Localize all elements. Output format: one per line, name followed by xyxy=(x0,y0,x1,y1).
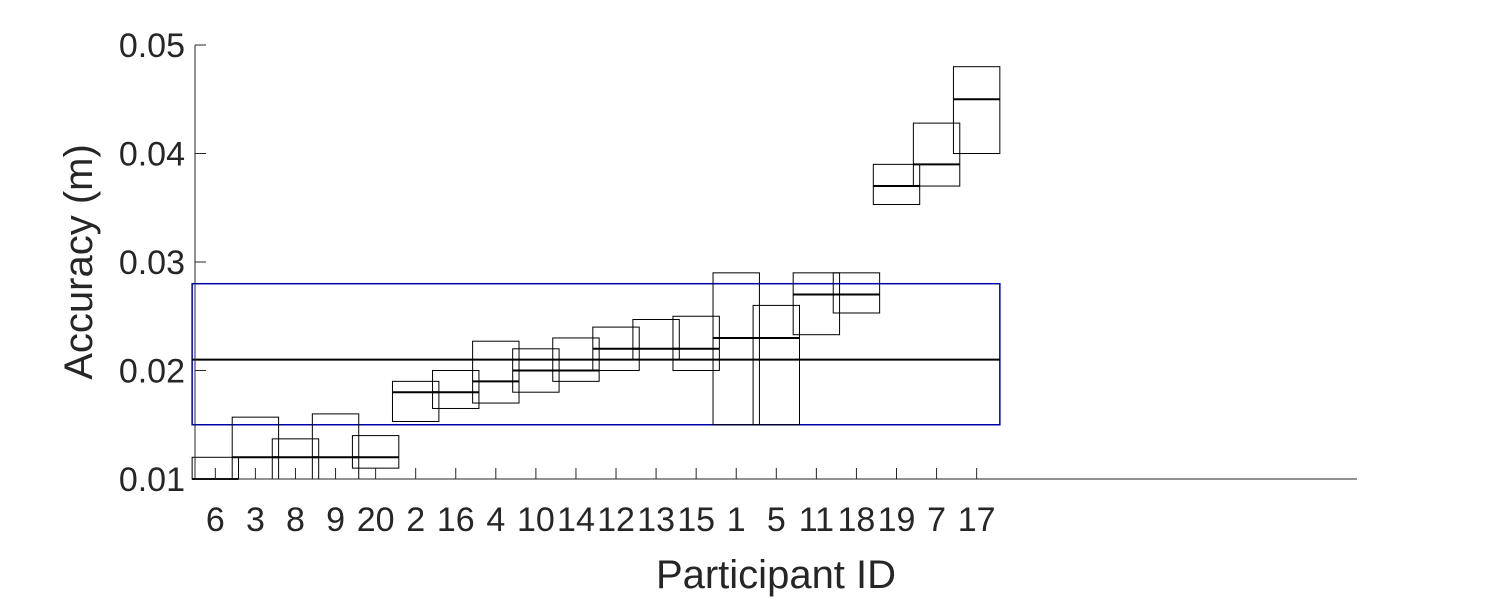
participant-box-4 xyxy=(472,340,520,404)
axes xyxy=(194,45,1357,480)
overall-box xyxy=(191,282,1001,426)
y-axis-title: Accuracy (m) xyxy=(57,144,101,380)
participant-box-15 xyxy=(672,315,720,371)
x-tick-label: 7 xyxy=(927,501,946,539)
box-rect xyxy=(872,163,921,205)
participant-box-13 xyxy=(632,319,680,361)
box-rect xyxy=(552,337,600,382)
x-tick-label: 6 xyxy=(206,501,225,539)
y-tick-label: 0.03 xyxy=(119,244,185,282)
participant-box-14 xyxy=(552,337,600,382)
x-tick-label: 4 xyxy=(486,501,505,539)
box-rect xyxy=(351,435,400,469)
participant-box-7 xyxy=(912,122,961,187)
x-tick-label: 10 xyxy=(517,501,555,539)
participant-box-12 xyxy=(592,326,640,372)
x-tick-label: 9 xyxy=(326,501,345,539)
x-tick-label: 5 xyxy=(767,501,786,539)
box-rect xyxy=(832,272,881,314)
participant-box-2 xyxy=(391,380,440,422)
x-tick-label: 14 xyxy=(557,501,595,539)
x-tick-label: 19 xyxy=(878,501,916,539)
box-rect xyxy=(792,272,841,336)
x-tick-label: 12 xyxy=(597,501,635,539)
box-rect xyxy=(912,122,961,187)
box-rect xyxy=(432,370,480,409)
y-tick-label: 0.02 xyxy=(119,353,185,391)
box-rect xyxy=(472,340,520,404)
box-rect xyxy=(672,315,720,371)
x-tick-label: 15 xyxy=(677,501,715,539)
box-rect xyxy=(391,380,440,422)
x-tick-label: 20 xyxy=(357,501,395,539)
box-rect xyxy=(632,319,680,361)
x-tick-label: 3 xyxy=(246,501,265,539)
x-ticks: 6 3 8 9 20 2 16 4 10 14 12 13 15 1 5 11 18 19 7 17 xyxy=(206,468,996,539)
x-tick-label: 8 xyxy=(286,501,305,539)
box-rect xyxy=(712,272,760,426)
participant-box-5 xyxy=(752,304,800,426)
y-ticks: 0.01 0.02 0.03 0.04 0.05 xyxy=(119,27,206,499)
participant-box-18 xyxy=(832,272,881,314)
y-tick-label: 0.04 xyxy=(119,136,185,174)
x-axis-title: Participant ID xyxy=(656,553,896,597)
y-tick-label: 0.05 xyxy=(119,27,185,65)
x-tick-label: 16 xyxy=(437,501,475,539)
x-tick-label: 11 xyxy=(799,501,834,539)
participant-box-10 xyxy=(512,348,560,393)
x-tick-label: 17 xyxy=(958,501,996,539)
box-rect xyxy=(752,304,800,426)
x-tick-label: 13 xyxy=(637,501,675,539)
y-tick-label: 0.01 xyxy=(119,461,185,499)
participant-box-17 xyxy=(952,66,1001,154)
plot-area xyxy=(191,282,1001,426)
participant-box-1 xyxy=(712,272,760,426)
x-tick-label: 1 xyxy=(727,501,746,539)
participant-box-20 xyxy=(351,435,400,469)
participant-boxes xyxy=(191,66,1001,480)
participant-box-16 xyxy=(432,370,480,409)
participant-box-19 xyxy=(872,163,921,205)
participant-box-11 xyxy=(792,272,841,336)
box-rect xyxy=(952,66,1001,154)
x-tick-label: 2 xyxy=(406,501,425,539)
x-tick-label: 18 xyxy=(838,501,876,539)
